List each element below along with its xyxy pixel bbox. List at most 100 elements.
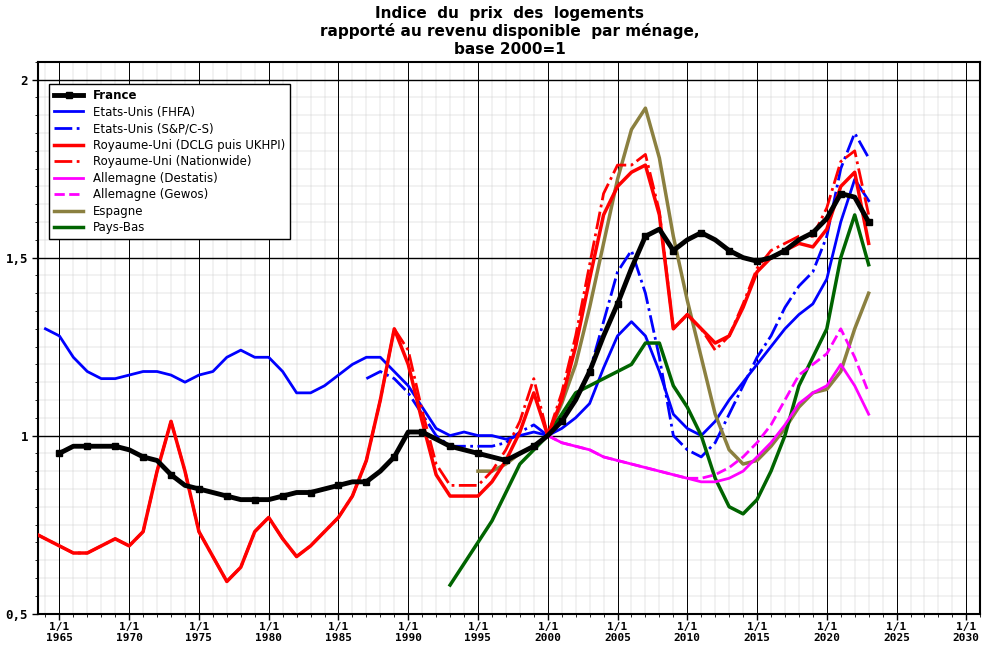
Etats-Unis (S&P/C-S) xyxy=(723,410,735,418)
France xyxy=(235,496,247,504)
Espagne xyxy=(668,232,680,240)
Pays-Bas xyxy=(556,410,568,418)
Allemagne (Gewos) xyxy=(570,443,582,450)
Espagne xyxy=(835,367,847,375)
Line: Allemagne (Gewos): Allemagne (Gewos) xyxy=(547,329,868,478)
Allemagne (Gewos) xyxy=(723,463,735,471)
Royaume-Uni (DCLG puis UKHPI) xyxy=(333,513,345,521)
Allemagne (Destatis) xyxy=(612,457,623,465)
Allemagne (Gewos) xyxy=(765,421,777,429)
France xyxy=(653,225,665,233)
Allemagne (Destatis) xyxy=(737,467,749,475)
Espagne xyxy=(793,403,805,411)
Allemagne (Destatis) xyxy=(541,432,553,439)
Royaume-Uni (Nationwide) xyxy=(765,247,777,254)
Etats-Unis (FHFA) xyxy=(570,414,582,422)
Espagne xyxy=(751,457,763,465)
France xyxy=(53,450,65,458)
Royaume-Uni (Nationwide) xyxy=(193,528,205,535)
Espagne xyxy=(556,400,568,408)
Royaume-Uni (DCLG puis UKHPI) xyxy=(779,247,790,254)
Etats-Unis (S&P/C-S) xyxy=(835,165,847,173)
Etats-Unis (FHFA) xyxy=(500,435,512,443)
Pays-Bas xyxy=(835,254,847,262)
Royaume-Uni (DCLG puis UKHPI) xyxy=(235,563,247,571)
Pays-Bas xyxy=(514,460,526,468)
Allemagne (Destatis) xyxy=(863,410,874,418)
Pays-Bas xyxy=(598,374,610,382)
Pays-Bas xyxy=(682,403,694,411)
Allemagne (Destatis) xyxy=(570,443,582,450)
Espagne xyxy=(863,289,874,297)
Allemagne (Gewos) xyxy=(598,453,610,461)
Pays-Bas xyxy=(653,339,665,347)
Etats-Unis (S&P/C-S) xyxy=(668,432,680,439)
Allemagne (Destatis) xyxy=(807,389,819,397)
Line: Etats-Unis (FHFA): Etats-Unis (FHFA) xyxy=(45,179,868,439)
Royaume-Uni (DCLG puis UKHPI) xyxy=(221,578,233,585)
Etats-Unis (S&P/C-S) xyxy=(863,154,874,162)
Espagne xyxy=(500,460,512,468)
Pays-Bas xyxy=(486,517,498,525)
Etats-Unis (S&P/C-S) xyxy=(751,353,763,361)
Etats-Unis (FHFA) xyxy=(304,389,316,397)
Pays-Bas xyxy=(765,467,777,475)
Allemagne (Destatis) xyxy=(584,446,596,454)
Etats-Unis (S&P/C-S) xyxy=(416,410,428,418)
Allemagne (Gewos) xyxy=(793,371,805,379)
France xyxy=(486,453,498,461)
Line: Allemagne (Destatis): Allemagne (Destatis) xyxy=(547,364,868,482)
Royaume-Uni (DCLG puis UKHPI) xyxy=(541,432,553,439)
Espagne xyxy=(486,467,498,475)
Pays-Bas xyxy=(500,489,512,496)
Etats-Unis (S&P/C-S) xyxy=(821,232,833,240)
Royaume-Uni (Nationwide) xyxy=(235,563,247,571)
Etats-Unis (FHFA) xyxy=(863,197,874,204)
Pays-Bas xyxy=(570,389,582,397)
Etats-Unis (S&P/C-S) xyxy=(584,367,596,375)
Line: France: France xyxy=(56,191,871,502)
Etats-Unis (S&P/C-S) xyxy=(361,374,372,382)
Allemagne (Gewos) xyxy=(821,350,833,358)
Line: Pays-Bas: Pays-Bas xyxy=(451,215,868,585)
Royaume-Uni (DCLG puis UKHPI) xyxy=(639,161,651,169)
Espagne xyxy=(570,360,582,368)
Allemagne (Gewos) xyxy=(779,396,790,404)
Pays-Bas xyxy=(668,382,680,389)
Pays-Bas xyxy=(472,539,484,546)
Etats-Unis (S&P/C-S) xyxy=(612,268,623,276)
Etats-Unis (S&P/C-S) xyxy=(653,353,665,361)
Etats-Unis (S&P/C-S) xyxy=(849,129,861,137)
Line: Royaume-Uni (DCLG puis UKHPI): Royaume-Uni (DCLG puis UKHPI) xyxy=(32,165,868,582)
Line: Royaume-Uni (Nationwide): Royaume-Uni (Nationwide) xyxy=(32,151,868,582)
Allemagne (Gewos) xyxy=(709,471,721,478)
Pays-Bas xyxy=(625,360,637,368)
Etats-Unis (S&P/C-S) xyxy=(625,247,637,254)
Pays-Bas xyxy=(445,581,456,589)
Pays-Bas xyxy=(612,367,623,375)
France xyxy=(863,218,874,226)
Pays-Bas xyxy=(528,446,539,454)
Espagne xyxy=(696,353,707,361)
Espagne xyxy=(821,386,833,393)
Etats-Unis (S&P/C-S) xyxy=(445,443,456,450)
Espagne xyxy=(514,450,526,458)
Espagne xyxy=(625,126,637,134)
Etats-Unis (S&P/C-S) xyxy=(374,367,386,375)
Allemagne (Destatis) xyxy=(682,474,694,482)
Espagne xyxy=(723,446,735,454)
Espagne xyxy=(653,154,665,162)
Etats-Unis (S&P/C-S) xyxy=(541,432,553,439)
Etats-Unis (S&P/C-S) xyxy=(682,446,694,454)
Etats-Unis (S&P/C-S) xyxy=(570,396,582,404)
Allemagne (Destatis) xyxy=(765,439,777,447)
Espagne xyxy=(598,239,610,247)
Etats-Unis (S&P/C-S) xyxy=(486,443,498,450)
Title: Indice  du  prix  des  logements
rapporté au revenu disponible  par ménage,
base: Indice du prix des logements rapporté au… xyxy=(320,6,700,56)
Espagne xyxy=(849,325,861,333)
Allemagne (Destatis) xyxy=(696,478,707,485)
Allemagne (Gewos) xyxy=(653,467,665,475)
Royaume-Uni (DCLG puis UKHPI) xyxy=(193,528,205,535)
Espagne xyxy=(765,443,777,450)
Pays-Bas xyxy=(807,353,819,361)
